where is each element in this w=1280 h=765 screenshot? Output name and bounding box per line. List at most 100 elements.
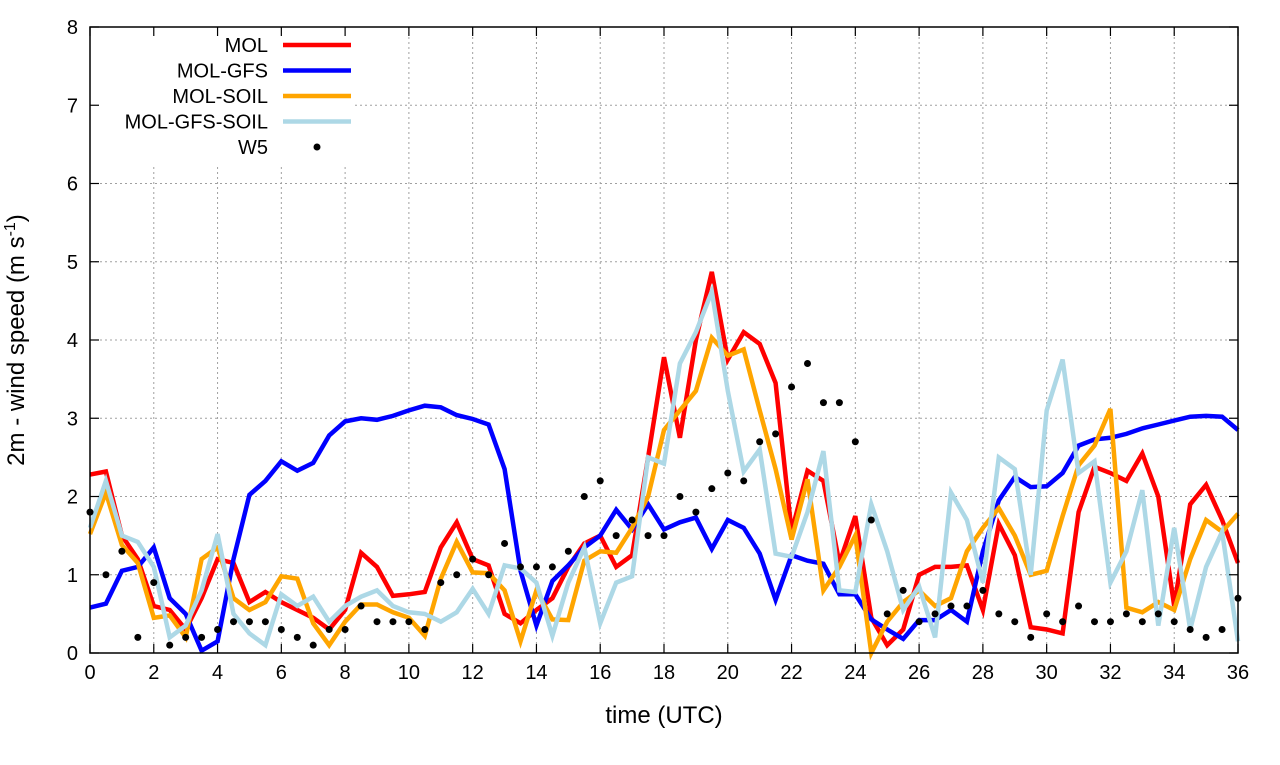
data-point-w5: [580, 493, 588, 500]
data-point-w5: [421, 626, 429, 634]
data-point-w5: [517, 563, 524, 571]
data-point-w5: [198, 633, 206, 641]
y-tick-label: 7: [67, 95, 78, 117]
legend-label-mol-gfs-soil: MOL-GFS-SOIL: [125, 112, 268, 134]
data-point-w5: [931, 610, 939, 618]
data-point-w5: [118, 547, 126, 555]
data-point-w5: [1122, 610, 1130, 618]
data-point-w5: [548, 563, 556, 571]
y-tick-label: 1: [67, 565, 78, 587]
data-point-w5: [740, 477, 748, 485]
series-line-mol-soil: [87, 333, 1240, 661]
data-point-w5: [341, 626, 349, 634]
data-point-w5: [150, 579, 158, 587]
data-point-w5: [214, 626, 222, 634]
y-axis-label: 2m - wind speed (m s-1): [2, 214, 30, 466]
data-point-w5: [772, 430, 780, 438]
data-point-w5: [596, 477, 604, 485]
data-point-w5: [309, 641, 317, 649]
data-point-w5: [676, 493, 684, 500]
y-axis-label-end: ): [3, 214, 30, 222]
data-point-w5: [899, 586, 907, 594]
x-tick-label: 26: [908, 662, 930, 684]
x-tick-label: 12: [462, 662, 484, 684]
data-point-w5: [501, 539, 509, 547]
series-layer: [86, 271, 1242, 661]
x-tick-label: 0: [84, 662, 95, 684]
data-point-w5: [325, 626, 333, 634]
data-point-w5: [692, 508, 700, 516]
x-tick-label: 14: [525, 662, 547, 684]
data-point-w5: [1186, 626, 1194, 634]
data-point-w5: [756, 438, 764, 446]
data-point-w5: [819, 399, 827, 407]
series-line-mol-gfs: [89, 403, 1240, 654]
data-point-w5: [660, 532, 668, 540]
data-point-w5: [134, 633, 142, 641]
y-tick-label: 3: [67, 408, 78, 430]
x-tick-label: 6: [276, 662, 287, 684]
data-point-w5: [437, 579, 445, 587]
data-point-w5: [963, 602, 971, 610]
data-point-w5: [453, 571, 461, 579]
data-point-w5: [1218, 626, 1226, 634]
x-tick-label: 30: [1036, 662, 1058, 684]
data-point-w5: [1027, 633, 1035, 641]
legend-marker-w5: [313, 143, 321, 151]
data-point-w5: [182, 633, 190, 641]
data-point-w5: [1043, 610, 1051, 618]
legend-label-w5: W5: [238, 137, 268, 159]
y-tick-label: 8: [67, 17, 78, 39]
data-point-w5: [867, 516, 875, 524]
data-point-w5: [851, 438, 859, 446]
data-point-w5: [947, 602, 955, 610]
data-point-w5: [1154, 610, 1162, 618]
x-tick-label: 32: [1099, 662, 1121, 684]
x-tick-label: 4: [212, 662, 223, 684]
x-tick-label: 28: [972, 662, 994, 684]
data-point-w5: [724, 469, 732, 477]
data-point-w5: [915, 618, 923, 626]
data-point-w5: [261, 618, 269, 626]
data-point-w5: [469, 555, 477, 563]
x-tick-label: 24: [844, 662, 866, 684]
x-tick-label: 34: [1163, 662, 1185, 684]
series-line-mol: [89, 271, 1241, 649]
data-point-w5: [644, 532, 652, 540]
legend-label-mol-gfs: MOL-GFS: [177, 61, 268, 83]
data-point-w5: [1059, 618, 1067, 626]
data-point-w5: [883, 610, 891, 618]
x-tick-label: 16: [589, 662, 611, 684]
x-tick-label: 20: [717, 662, 739, 684]
y-tick-label: 0: [67, 643, 78, 665]
y-tick-label: 6: [67, 174, 78, 196]
series-line-mol-gfs-soil: [87, 282, 1241, 649]
data-point-w5: [357, 602, 365, 610]
x-tick-label: 2: [148, 662, 159, 684]
data-point-w5: [995, 610, 1003, 618]
data-point-w5: [1138, 618, 1146, 626]
data-point-w5: [485, 571, 493, 579]
data-point-w5: [230, 618, 237, 626]
y-tick-label: 4: [67, 330, 78, 352]
y-axis-label-main: 2m - wind speed (m s: [3, 236, 30, 465]
legend: MOL MOL-GFS MOL-SOIL MOL-GFS-SOIL W5: [91, 28, 353, 166]
data-point-w5: [532, 563, 540, 571]
x-tick-label: 8: [340, 662, 351, 684]
data-point-w5: [979, 586, 987, 594]
data-point-w5: [405, 618, 413, 626]
data-point-w5: [373, 618, 381, 626]
data-point-w5: [277, 626, 285, 634]
data-point-w5: [166, 641, 174, 649]
data-point-w5: [389, 618, 397, 626]
x-axis-label: time (UTC): [605, 702, 722, 729]
data-point-w5: [102, 571, 110, 579]
x-tick-label: 36: [1227, 662, 1249, 684]
x-tick-label: 10: [398, 662, 420, 684]
x-tick-label: 22: [780, 662, 802, 684]
y-axis-label-sup: -1: [2, 222, 19, 236]
data-point-w5: [564, 547, 572, 555]
data-point-w5: [835, 399, 843, 407]
data-point-w5: [1091, 618, 1098, 626]
